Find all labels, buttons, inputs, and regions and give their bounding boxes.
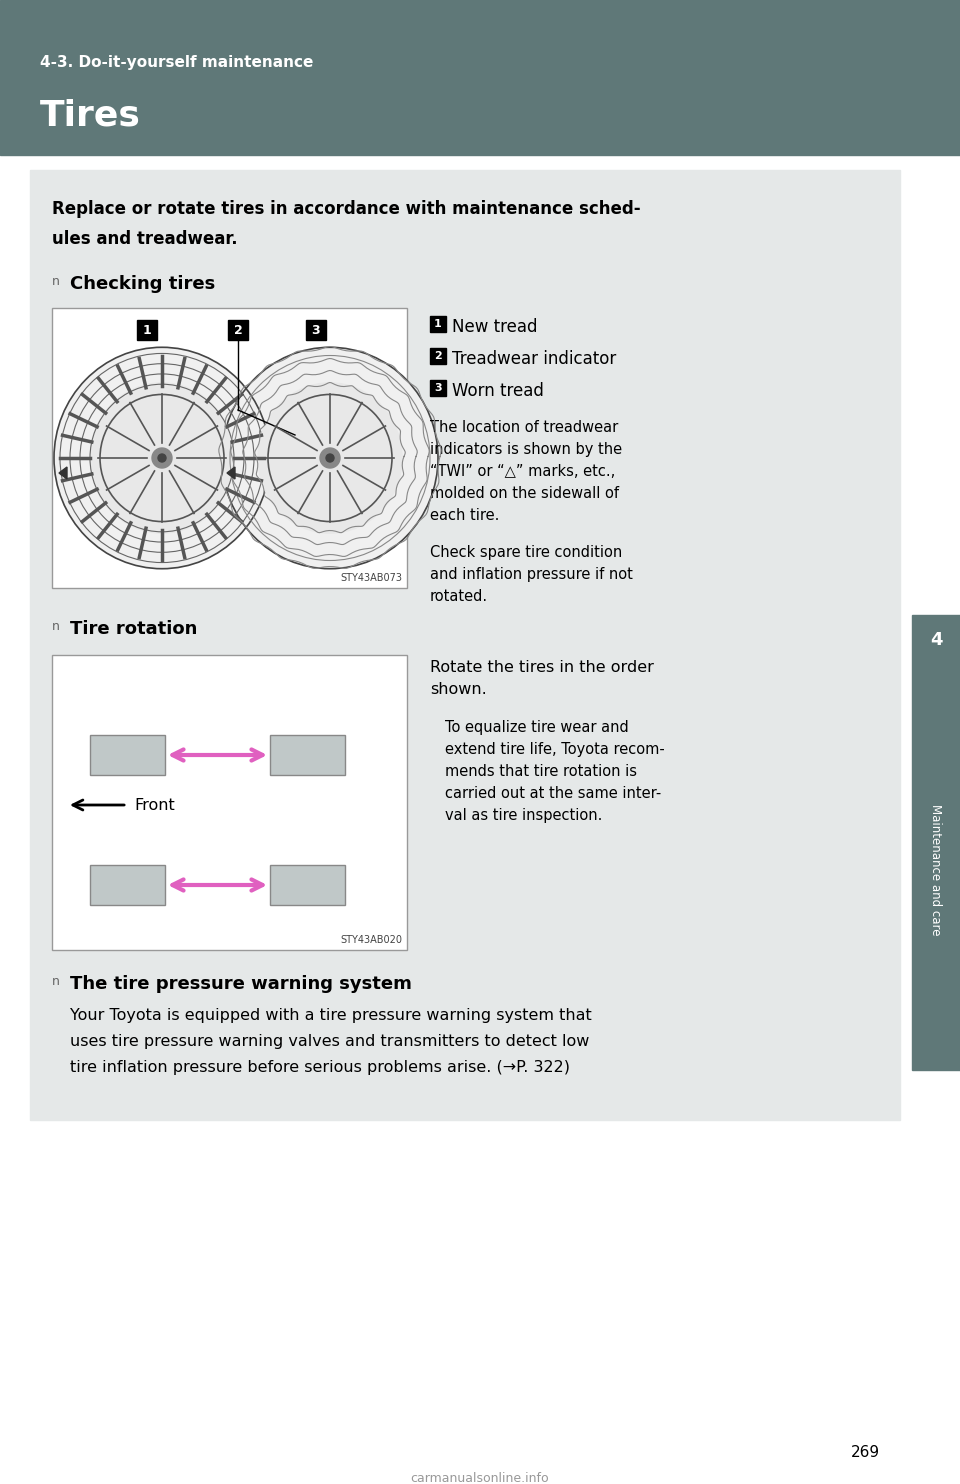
Ellipse shape <box>320 448 340 467</box>
Bar <box>90 735 165 775</box>
Ellipse shape <box>152 448 172 467</box>
Ellipse shape <box>158 454 166 462</box>
Text: 2: 2 <box>233 324 242 337</box>
Bar <box>0 0 960 154</box>
Text: The location of treadwear: The location of treadwear <box>430 420 618 435</box>
Text: 1: 1 <box>143 324 152 337</box>
Text: To equalize tire wear and: To equalize tire wear and <box>445 720 629 735</box>
Text: 4-3. Do-it-yourself maintenance: 4-3. Do-it-yourself maintenance <box>40 55 313 70</box>
Text: The tire pressure warning system: The tire pressure warning system <box>70 975 412 993</box>
Bar <box>912 614 960 1070</box>
Text: Front: Front <box>134 797 175 813</box>
Text: 3: 3 <box>312 324 321 337</box>
Text: STY43AB020: STY43AB020 <box>340 935 402 945</box>
Bar <box>430 380 446 396</box>
Text: tire inflation pressure before serious problems arise. (→P. 322): tire inflation pressure before serious p… <box>70 1060 570 1074</box>
Text: molded on the sidewall of: molded on the sidewall of <box>430 485 619 502</box>
Bar <box>228 321 248 340</box>
Bar <box>306 321 326 340</box>
Text: Treadwear indicator: Treadwear indicator <box>452 350 616 368</box>
Ellipse shape <box>222 347 438 568</box>
Text: Maintenance and care: Maintenance and care <box>929 804 943 936</box>
Text: val as tire inspection.: val as tire inspection. <box>445 807 602 824</box>
Ellipse shape <box>258 383 402 533</box>
Text: Worn tread: Worn tread <box>452 381 544 401</box>
Text: n: n <box>52 275 60 288</box>
Text: 1: 1 <box>434 319 442 329</box>
Text: Rotate the tires in the order: Rotate the tires in the order <box>430 660 654 675</box>
Text: mends that tire rotation is: mends that tire rotation is <box>445 764 637 779</box>
Text: “TWI” or “△” marks, etc.,: “TWI” or “△” marks, etc., <box>430 464 615 479</box>
Text: carried out at the same inter-: carried out at the same inter- <box>445 787 661 801</box>
Bar <box>430 316 446 332</box>
Text: uses tire pressure warning valves and transmitters to detect low: uses tire pressure warning valves and tr… <box>70 1034 589 1049</box>
Text: New tread: New tread <box>452 318 538 335</box>
Text: Your Toyota is equipped with a tire pressure warning system that: Your Toyota is equipped with a tire pres… <box>70 1008 591 1022</box>
Text: Checking tires: Checking tires <box>70 275 215 292</box>
Ellipse shape <box>90 383 234 533</box>
Bar <box>137 321 157 340</box>
Polygon shape <box>227 467 235 479</box>
Bar <box>270 735 345 775</box>
Bar <box>30 171 900 1120</box>
Text: ules and treadwear.: ules and treadwear. <box>52 230 238 248</box>
Bar <box>90 865 165 905</box>
Bar <box>52 309 407 588</box>
Text: and inflation pressure if not: and inflation pressure if not <box>430 567 633 582</box>
Text: Tires: Tires <box>40 98 141 132</box>
Text: STY43AB073: STY43AB073 <box>340 573 402 583</box>
Text: Tire rotation: Tire rotation <box>70 620 198 638</box>
Text: rotated.: rotated. <box>430 589 488 604</box>
Text: n: n <box>52 620 60 634</box>
Ellipse shape <box>54 347 270 568</box>
Ellipse shape <box>326 454 334 462</box>
Bar <box>430 349 446 364</box>
Text: shown.: shown. <box>430 683 487 697</box>
Bar <box>52 654 407 950</box>
Text: Replace or rotate tires in accordance with maintenance sched-: Replace or rotate tires in accordance wi… <box>52 200 640 218</box>
Polygon shape <box>59 467 67 479</box>
Text: 3: 3 <box>434 383 442 393</box>
Text: Check spare tire condition: Check spare tire condition <box>430 545 622 559</box>
Text: indicators is shown by the: indicators is shown by the <box>430 442 622 457</box>
Bar <box>270 865 345 905</box>
Text: 269: 269 <box>851 1445 880 1460</box>
Text: 4: 4 <box>929 631 943 649</box>
Text: carmanualsonline.info: carmanualsonline.info <box>411 1472 549 1484</box>
Text: 2: 2 <box>434 352 442 361</box>
Text: extend tire life, Toyota recom-: extend tire life, Toyota recom- <box>445 742 664 757</box>
Text: each tire.: each tire. <box>430 508 499 522</box>
Text: n: n <box>52 975 60 988</box>
